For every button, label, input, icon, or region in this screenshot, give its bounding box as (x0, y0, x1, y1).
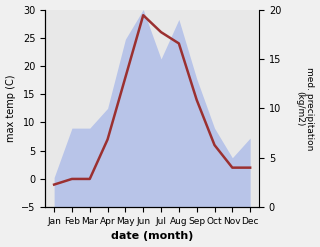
Y-axis label: max temp (C): max temp (C) (5, 75, 16, 142)
X-axis label: date (month): date (month) (111, 231, 193, 242)
Y-axis label: med. precipitation
(kg/m2): med. precipitation (kg/m2) (295, 67, 315, 150)
